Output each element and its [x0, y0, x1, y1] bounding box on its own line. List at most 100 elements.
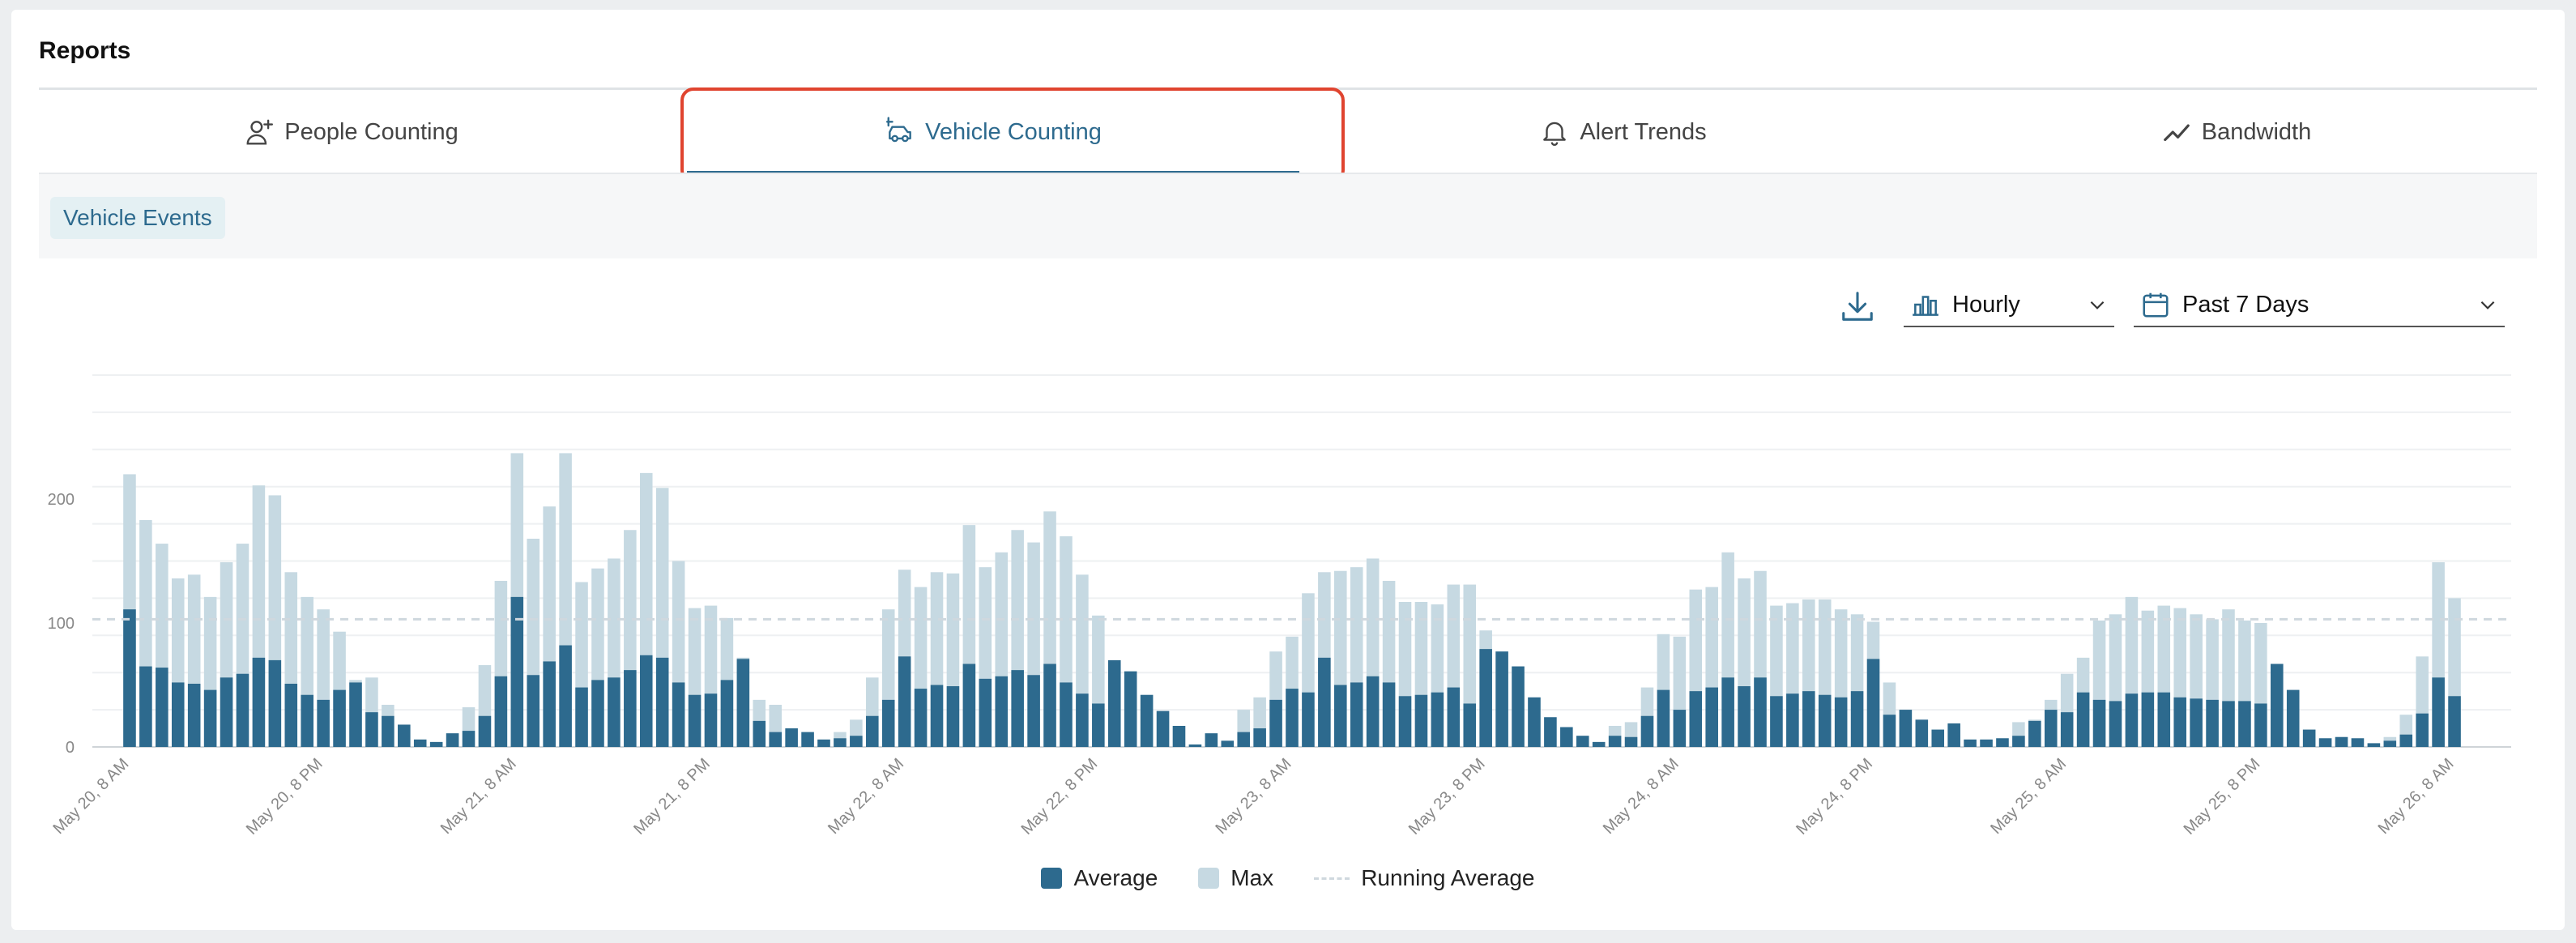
average-bar: [2448, 696, 2461, 747]
average-bar: [914, 689, 928, 747]
average-bar: [2222, 701, 2235, 747]
average-bar: [1076, 693, 1089, 747]
average-bar: [543, 661, 556, 747]
average-bar: [591, 680, 604, 747]
x-tick-label: May 23, 8 AM: [1213, 755, 1295, 838]
average-bar: [2109, 701, 2122, 747]
average-bar: [2044, 710, 2058, 747]
average-bar: [1721, 677, 1734, 747]
trend-line-icon: [2163, 124, 2190, 142]
average-bar: [639, 655, 653, 747]
tab-label: People Counting: [284, 118, 458, 145]
average-bar: [284, 683, 298, 747]
average-bar: [1366, 676, 1380, 747]
legend-max-label: Max: [1230, 865, 1274, 890]
average-bar: [1770, 696, 1783, 747]
x-tick-label: May 23, 8 PM: [1405, 755, 1489, 838]
average-bar: [1156, 710, 1170, 747]
average-bar: [1640, 715, 1654, 747]
y-tick-label: 100: [48, 615, 75, 633]
average-bar: [1414, 694, 1428, 747]
average-bar: [268, 659, 282, 747]
tab-label: Vehicle Counting: [925, 118, 1102, 145]
person-add-icon: [246, 119, 274, 145]
interval-select[interactable]: Hourly: [1904, 284, 2114, 327]
average-bar: [156, 668, 168, 747]
average-bar: [1866, 659, 1880, 747]
average-bar: [2125, 693, 2139, 747]
average-bar: [785, 728, 798, 747]
download-icon[interactable]: [1839, 288, 1876, 326]
tab-alert-trends[interactable]: Alert Trends: [1311, 90, 1935, 174]
average-bar: [382, 715, 395, 747]
average-bar: [1576, 736, 1589, 747]
average-bar: [672, 682, 685, 747]
average-bar: [446, 733, 459, 747]
average-bar: [979, 678, 992, 747]
average-bar: [2383, 740, 2397, 747]
tab-people-counting[interactable]: People Counting: [39, 90, 663, 174]
average-bar: [834, 738, 847, 747]
average-bar: [2190, 698, 2203, 747]
vehicle-events-chip[interactable]: Vehicle Events: [50, 197, 225, 239]
average-bar: [2432, 677, 2445, 747]
average-bar: [478, 715, 492, 747]
legend-average[interactable]: Average: [1041, 865, 1158, 891]
date-range-select[interactable]: Past 7 Days: [2134, 284, 2505, 327]
average-bar: [1318, 657, 1331, 747]
average-bar: [624, 670, 637, 747]
x-tick-label: May 26, 8 AM: [2375, 755, 2458, 838]
average-bar: [1931, 729, 1945, 747]
average-bar: [2302, 729, 2316, 747]
x-tick-label: May 25, 8 AM: [1987, 755, 2070, 838]
legend-running-average[interactable]: Running Average: [1314, 865, 1535, 891]
average-bar: [2238, 701, 2251, 747]
reports-card: [11, 10, 2565, 930]
average-bar: [736, 659, 750, 747]
average-bar: [1738, 686, 1751, 747]
average-bar: [2028, 720, 2041, 747]
average-bar: [688, 694, 702, 747]
average-bar: [510, 596, 524, 747]
average-bar: [720, 680, 734, 747]
average-bar: [413, 739, 427, 747]
tab-bandwidth[interactable]: Bandwidth: [1935, 90, 2537, 174]
y-tick-label: 200: [48, 491, 75, 509]
legend-max[interactable]: Max: [1198, 865, 1273, 891]
average-bar: [1107, 659, 1121, 747]
legend-running-average-swatch: [1314, 877, 1350, 880]
average-bar: [171, 682, 185, 747]
average-bar: [930, 685, 944, 747]
average-bar: [753, 720, 766, 747]
tab-vehicle-counting[interactable]: Vehicle Counting: [687, 90, 1299, 174]
average-bar: [1705, 687, 1718, 747]
x-tick-label: May 21, 8 PM: [630, 755, 714, 838]
average-bar: [494, 676, 508, 747]
average-bar: [2286, 689, 2300, 747]
average-bar: [1786, 693, 1799, 747]
average-bar: [995, 676, 1009, 747]
average-bar: [1624, 736, 1638, 747]
average-bar: [1188, 744, 1202, 747]
average-bar: [1043, 664, 1056, 747]
average-bar: [1060, 682, 1073, 747]
average-bar: [236, 673, 249, 747]
average-bar: [1544, 717, 1557, 747]
average-bar: [203, 689, 217, 747]
average-bar: [398, 724, 411, 747]
average-bar: [2399, 734, 2413, 747]
average-bar: [301, 694, 313, 747]
page-title: Reports: [39, 37, 131, 64]
average-bar: [2060, 712, 2074, 747]
average-bar: [123, 609, 136, 747]
average-bar: [655, 657, 669, 747]
average-bar: [2157, 692, 2171, 747]
calendar-icon: [2143, 292, 2169, 318]
average-bar: [769, 732, 782, 747]
average-bar: [850, 736, 863, 747]
interval-value: Hourly: [1952, 291, 2020, 318]
average-bar: [1495, 651, 1508, 747]
average-bar: [1334, 685, 1347, 747]
average-bar: [1011, 670, 1024, 747]
average-bar: [1350, 682, 1363, 747]
